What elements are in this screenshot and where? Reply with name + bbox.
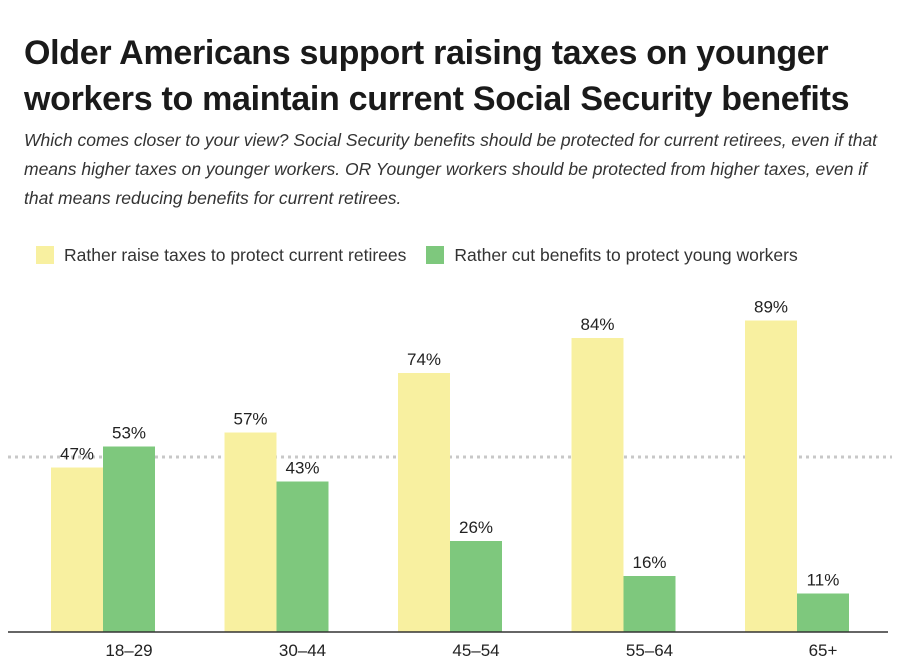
legend-label-cut-benefits: Rather cut benefits to protect young wor…: [454, 244, 798, 265]
x-tick-label-1: 30–44: [279, 641, 326, 660]
x-tick-label-2: 45–54: [452, 641, 499, 660]
bar-cut-benefits-2: [450, 541, 502, 632]
bar-raise-taxes-2: [398, 373, 450, 632]
bar-raise-taxes-1: [224, 432, 277, 632]
x-tick-label-0: 18–29: [105, 641, 152, 660]
bar-cut-benefits-3: [623, 576, 676, 632]
x-tick-label-4: 65+: [809, 641, 838, 660]
bar-cut-benefits-0: [103, 446, 155, 632]
chart-title: Older Americans support raising taxes on…: [24, 34, 850, 118]
legend-label-raise-taxes: Rather raise taxes to protect current re…: [64, 244, 407, 265]
data-label-raise-taxes-0: 47%: [60, 445, 94, 464]
data-label-cut-benefits-1: 43%: [285, 459, 319, 478]
bar-cut-benefits-4: [797, 593, 849, 632]
data-label-raise-taxes-1: 57%: [233, 410, 267, 429]
data-label-cut-benefits-3: 16%: [632, 553, 666, 572]
bar-raise-taxes-0: [51, 467, 103, 632]
legend-swatch-raise-taxes: [36, 246, 54, 264]
bar-cut-benefits-1: [276, 481, 329, 632]
legend-swatch-cut-benefits: [426, 246, 445, 264]
data-label-raise-taxes-2: 74%: [407, 350, 441, 369]
data-label-cut-benefits-4: 11%: [807, 571, 840, 590]
legend-item-raise-taxes: Rather raise taxes to protect current re…: [36, 245, 406, 266]
legend: Rather raise taxes to protect current re…: [36, 242, 818, 268]
x-tick-label-3: 55–64: [626, 641, 673, 660]
legend-item-cut-benefits: Rather cut benefits to protect young wor…: [426, 244, 798, 266]
data-label-raise-taxes-4: 89%: [754, 298, 788, 317]
data-label-cut-benefits-0: 53%: [112, 424, 146, 443]
data-label-raise-taxes-3: 84%: [580, 315, 614, 334]
chart-subtitle: Which comes closer to your view? Social …: [24, 130, 878, 208]
bar-raise-taxes-4: [745, 320, 797, 632]
bar-raise-taxes-3: [571, 338, 624, 632]
data-label-cut-benefits-2: 26%: [459, 518, 493, 537]
